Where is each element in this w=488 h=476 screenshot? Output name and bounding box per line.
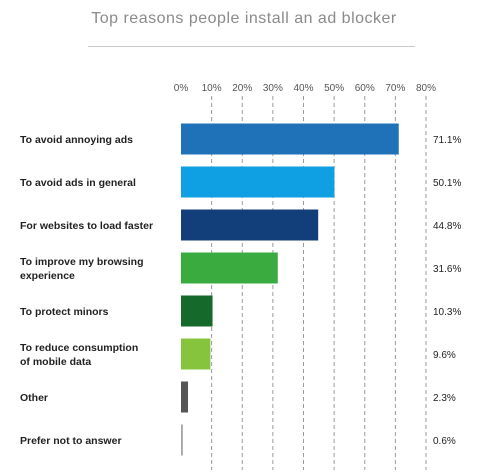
value-labels: 71.1% 50.1% 44.8% 31.6% 10.3% 9.6% 2.3% 0.6% [433, 135, 461, 447]
x-tick-label: 60% [355, 83, 375, 94]
chart-title: Top reasons people install an ad blocker [91, 10, 397, 27]
value-label: 2.3% [433, 393, 456, 404]
bar [181, 338, 211, 370]
x-tick-label: 70% [385, 83, 405, 94]
value-label: 71.1% [433, 135, 461, 146]
bar [181, 209, 319, 241]
value-label: 31.6% [433, 264, 461, 275]
category-label: Prefer not to answer [20, 435, 122, 447]
bar [181, 381, 189, 413]
bars [181, 123, 399, 456]
x-tick-label: 40% [293, 83, 313, 94]
value-label: 9.6% [433, 350, 456, 361]
bar [181, 295, 213, 327]
category-label: For websites to load faster [20, 220, 153, 232]
category-labels: To avoid annoying ads To avoid ads in gen… [20, 134, 153, 447]
category-label: To avoid ads in general [20, 177, 136, 189]
bar [181, 252, 278, 284]
x-tick-label: 20% [232, 83, 252, 94]
category-label: To improve my browsing experience [20, 256, 144, 282]
x-tick-label: 80% [416, 83, 436, 94]
x-axis-ticks: 0% 10% 20% 30% 40% 50% 60% 70% 80% [174, 83, 436, 94]
bar [181, 123, 399, 155]
value-label: 44.8% [433, 221, 461, 232]
category-label: To protect minors [20, 306, 109, 318]
category-label: To reduce consumption of mobile data [20, 342, 138, 368]
x-tick-label: 50% [324, 83, 344, 94]
value-label: 50.1% [433, 178, 461, 189]
bar [181, 166, 335, 198]
x-tick-label: 10% [202, 83, 222, 94]
x-tick-label: 0% [174, 83, 189, 94]
category-label: Other [20, 392, 48, 404]
title-divider [88, 46, 415, 47]
bar [181, 424, 183, 456]
gridlines [211, 96, 427, 470]
value-label: 0.6% [433, 436, 456, 447]
value-label: 10.3% [433, 307, 461, 318]
x-tick-label: 30% [263, 83, 283, 94]
category-label: To avoid annoying ads [20, 134, 133, 146]
